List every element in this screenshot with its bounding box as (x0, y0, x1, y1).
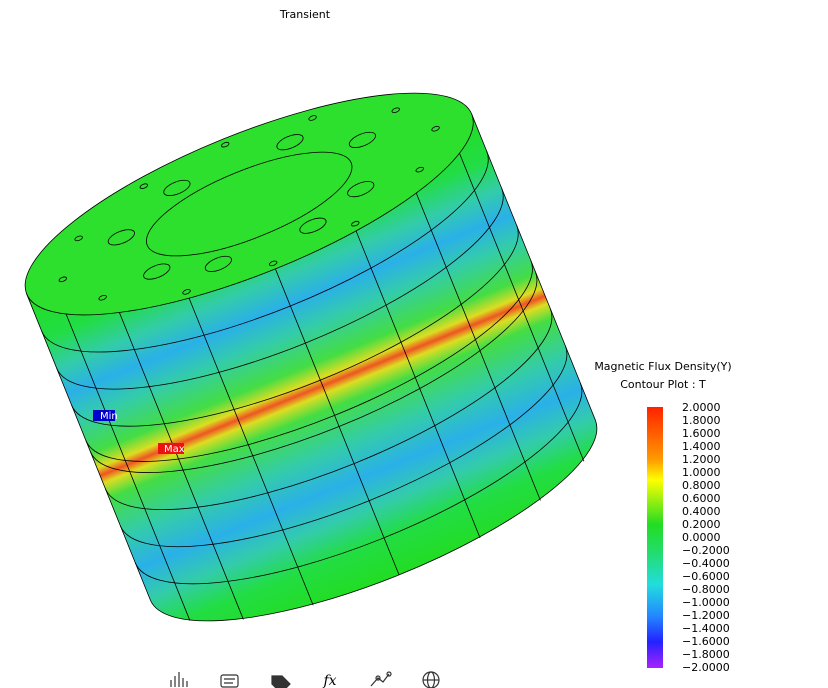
histogram-button[interactable] (170, 672, 188, 687)
globe-button[interactable] (422, 671, 440, 688)
legend-label: −1.2000 (682, 609, 730, 622)
min-label: Min (100, 411, 118, 422)
max-label: Max (164, 444, 185, 455)
title: Transient (279, 8, 331, 21)
legend-label: −1.6000 (682, 635, 730, 648)
cylinder-model (24, 92, 598, 622)
probe-button[interactable] (370, 671, 392, 687)
function-button[interactable]: fx (322, 673, 336, 688)
legend-label: −0.4000 (682, 557, 730, 570)
legend-label: 1.2000 (682, 453, 721, 466)
legend-label: 0.4000 (682, 505, 721, 518)
max-marker (158, 443, 184, 454)
legend-label: 2.0000 (682, 401, 721, 414)
legend-label: 0.8000 (682, 479, 721, 492)
legend-label: 1.6000 (682, 427, 721, 440)
legend-label: −1.4000 (682, 622, 730, 635)
legend-subtitle: Contour Plot : T (620, 378, 706, 391)
color-bar (647, 407, 663, 668)
legend-label: −0.2000 (682, 544, 730, 557)
toolbar: fx (170, 671, 440, 688)
legend-label: 0.0000 (682, 531, 721, 544)
legend-label: 1.0000 (682, 466, 721, 479)
legend-label: 1.4000 (682, 440, 721, 453)
legend-label: 0.2000 (682, 518, 721, 531)
svg-text:fx: fx (322, 673, 336, 688)
legend-label: −1.8000 (682, 648, 730, 661)
legend-label: −0.6000 (682, 570, 730, 583)
legend-label: −0.8000 (682, 583, 730, 596)
legend-label: 1.8000 (682, 414, 721, 427)
legend-label: −2.0000 (682, 661, 730, 674)
tag-button[interactable] (271, 675, 291, 688)
legend-label: 0.6000 (682, 492, 721, 505)
legend-title: Magnetic Flux Density(Y) (594, 360, 731, 373)
legend-label: −1.0000 (682, 596, 730, 609)
report-button[interactable] (220, 674, 239, 688)
min-marker (93, 410, 115, 421)
